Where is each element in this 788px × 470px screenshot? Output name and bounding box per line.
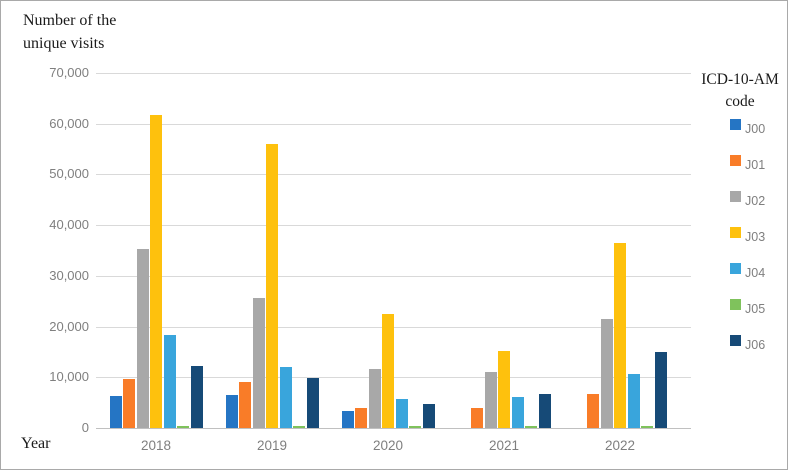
bar-J01-2018 bbox=[123, 378, 135, 428]
legend-swatch-J04 bbox=[730, 263, 741, 274]
bar-J06-2018 bbox=[190, 366, 203, 428]
bar-J00-2018 bbox=[109, 395, 122, 428]
legend-item-J03: J03 bbox=[730, 227, 765, 244]
chart-title-line1: Number of the bbox=[23, 12, 117, 29]
x-tick-label-2018: 2018 bbox=[140, 438, 172, 453]
bar-J02-2020 bbox=[368, 369, 381, 428]
bar-J05-2018 bbox=[177, 426, 189, 428]
bar-J03-2021 bbox=[498, 350, 510, 428]
legend-item-J05: J05 bbox=[730, 299, 765, 316]
x-tick-label-2022: 2022 bbox=[604, 438, 636, 453]
y-tick-label-40000: 40,000 bbox=[49, 217, 89, 233]
bar-J01-2020 bbox=[355, 407, 367, 428]
bar-J05-2019 bbox=[293, 426, 305, 428]
legend-swatch-J05 bbox=[730, 299, 741, 310]
bar-J01-2019 bbox=[239, 382, 251, 428]
legend-swatch-J06 bbox=[730, 335, 741, 346]
gridline-60000 bbox=[96, 123, 691, 125]
bar-J06-2019 bbox=[306, 378, 319, 428]
y-tick-label-70000: 70,000 bbox=[49, 65, 89, 80]
bar-J05-2021 bbox=[525, 426, 537, 428]
bar-J01-2022 bbox=[587, 393, 599, 428]
bar-J02-2022 bbox=[600, 318, 613, 428]
bar-J03-2018 bbox=[150, 115, 162, 428]
bar-J03-2022 bbox=[614, 243, 626, 428]
bar-J00-2019 bbox=[225, 394, 238, 428]
gridline-40000 bbox=[96, 225, 691, 227]
bar-J02-2021 bbox=[484, 372, 497, 428]
legend-title-line2: code bbox=[725, 93, 755, 110]
bar-J04-2022 bbox=[627, 373, 640, 428]
legend-label-J02: J02 bbox=[745, 194, 766, 208]
bar-J05-2020 bbox=[409, 426, 421, 428]
gridline-70000 bbox=[96, 73, 691, 74]
chart-title-line2: unique visits bbox=[23, 35, 105, 52]
bar-J06-2021 bbox=[538, 393, 551, 428]
legend-item-J04: J04 bbox=[730, 263, 765, 280]
legend-swatch-J01 bbox=[730, 155, 741, 166]
legend-swatch-J00 bbox=[730, 119, 741, 130]
y-tick-label-0: 0 bbox=[81, 420, 89, 435]
legend-label-J01: J01 bbox=[745, 158, 766, 172]
legend-title: ICD-10-AM code bbox=[694, 69, 786, 113]
bar-J06-2022 bbox=[654, 352, 667, 428]
bar-J04-2020 bbox=[395, 399, 408, 428]
x-tick-label-2020: 2020 bbox=[372, 438, 404, 453]
gridline-30000 bbox=[96, 275, 691, 277]
legend-item-J01: J01 bbox=[730, 155, 765, 172]
y-tick-label-10000: 10,000 bbox=[49, 369, 89, 385]
legend-item-J06: J06 bbox=[730, 335, 765, 352]
x-tick-label-2019: 2019 bbox=[256, 438, 288, 453]
bar-J00-2020 bbox=[341, 411, 354, 428]
x-tick-label-2021: 2021 bbox=[488, 438, 520, 453]
bar-J04-2018 bbox=[163, 334, 176, 428]
y-tick-label-60000: 60,000 bbox=[49, 115, 89, 131]
legend-swatch-J03 bbox=[730, 227, 741, 238]
bar-J03-2019 bbox=[266, 143, 278, 428]
y-tick-label-50000: 50,000 bbox=[49, 166, 89, 182]
bar-J03-2020 bbox=[382, 313, 394, 428]
x-axis-title: Year bbox=[21, 435, 51, 452]
bar-J02-2018 bbox=[136, 249, 149, 428]
legend: ICD-10-AM code J00 J01 J02 J03 J04 J05 J06 bbox=[694, 69, 786, 352]
bar-J02-2019 bbox=[252, 297, 265, 428]
legend-label-J05: J05 bbox=[745, 302, 766, 316]
legend-label-J00: J00 bbox=[745, 122, 766, 136]
y-tick-label-20000: 20,000 bbox=[49, 318, 89, 334]
gridline-50000 bbox=[96, 174, 691, 176]
legend-item-J00: J00 bbox=[730, 119, 765, 136]
legend-swatch-J02 bbox=[730, 191, 741, 202]
bar-J05-2022 bbox=[641, 426, 653, 428]
bar-J06-2020 bbox=[422, 403, 435, 428]
y-tick-label-30000: 30,000 bbox=[49, 267, 89, 283]
bar-J04-2021 bbox=[511, 396, 524, 428]
legend-label-J03: J03 bbox=[745, 230, 766, 244]
bar-J01-2021 bbox=[471, 408, 483, 428]
legend-item-J02: J02 bbox=[730, 191, 765, 208]
legend-label-J04: J04 bbox=[745, 266, 766, 280]
chart-title: Number of the unique visits bbox=[23, 9, 116, 55]
gridline-0 bbox=[96, 428, 691, 429]
bar-J04-2019 bbox=[279, 367, 292, 428]
legend-label-J06: J06 bbox=[745, 338, 766, 352]
legend-title-line1: ICD-10-AM bbox=[701, 71, 779, 88]
